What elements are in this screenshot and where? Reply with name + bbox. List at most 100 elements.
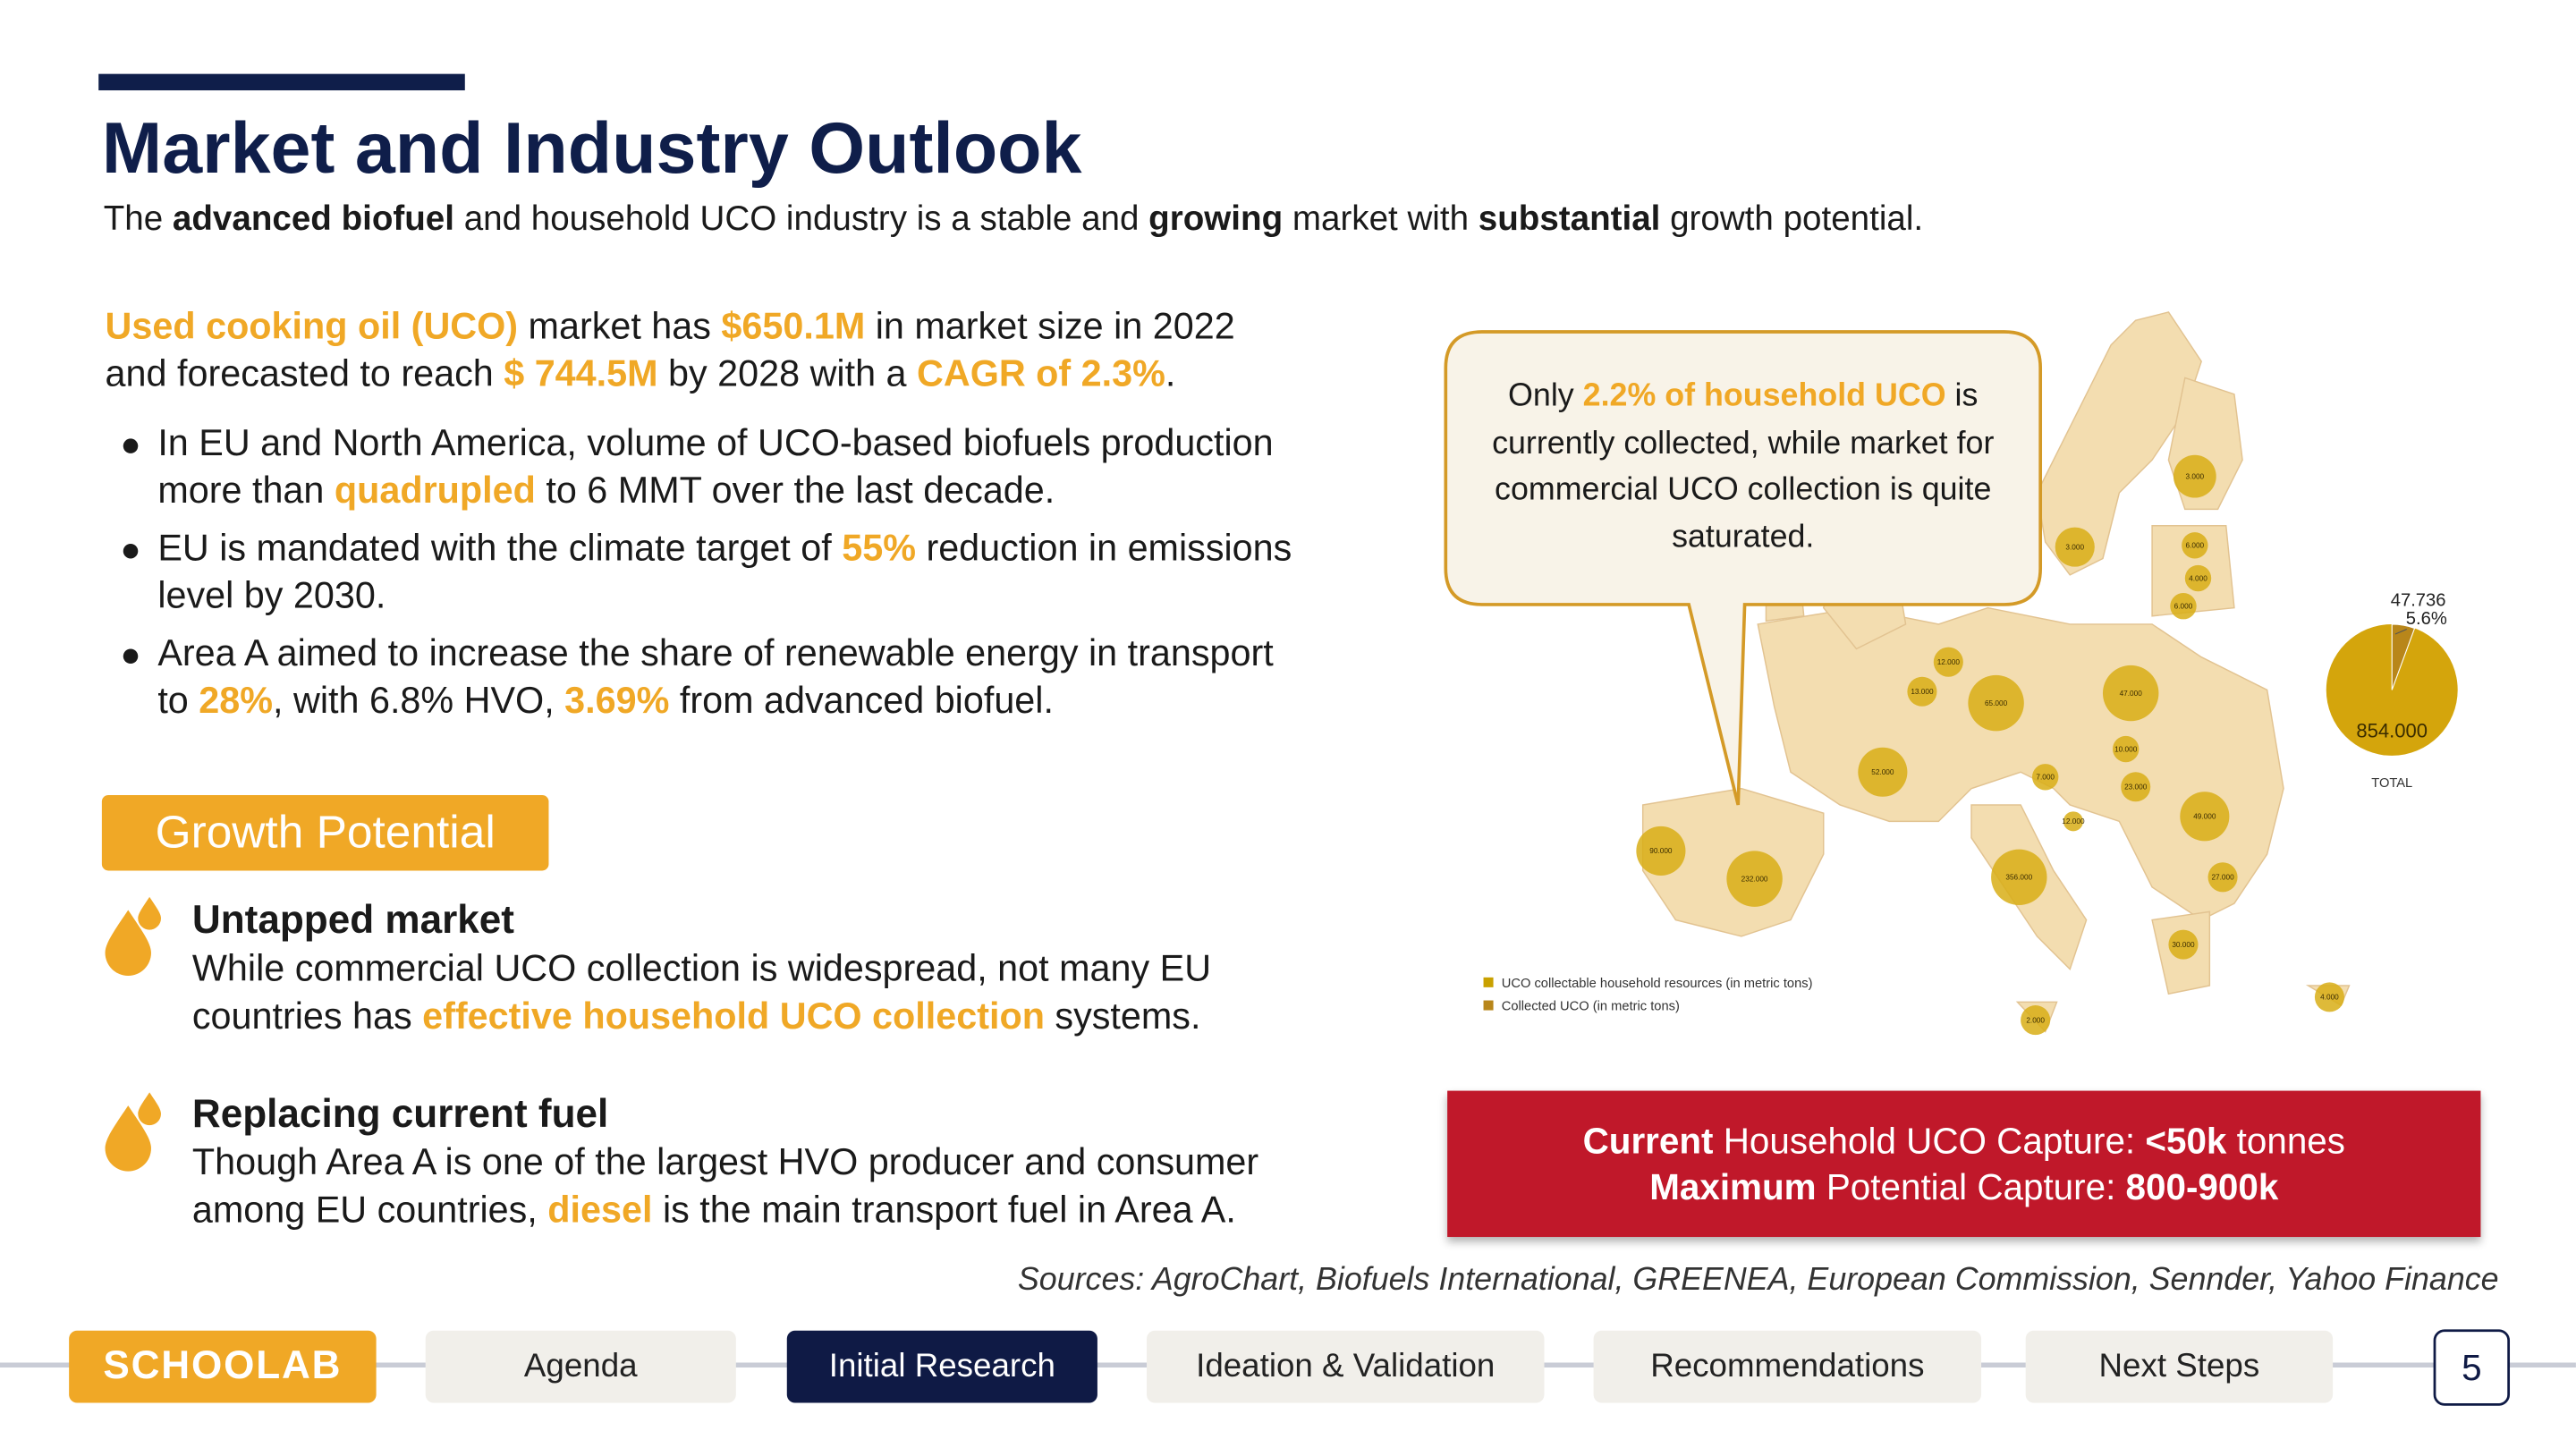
bullet-list: In EU and North America, volume of UCO-b… [118,420,1301,736]
map-bubble [2063,811,2083,832]
map-bubble [2121,772,2151,802]
growth-item: Untapped market While commercial UCO coll… [192,897,1309,1040]
sources: Sources: AgroChart, Biofuels Internation… [1017,1261,2499,1298]
map-bubble-label: 30.000 [2172,941,2195,949]
text-run: is the main transport fuel in Area A. [652,1189,1236,1231]
text-run: Though Area A is one of the largest HVO … [191,1141,1259,1231]
map-bubble-label: 23.000 [2124,783,2148,792]
text-run: systems. [1044,995,1201,1037]
icons [105,896,161,1172]
nav-button[interactable]: Agenda [425,1330,736,1403]
text-run: substantial [1478,200,1661,239]
text-run: While commercial UCO collection is wides… [191,947,1212,1037]
text-run: is currently collected, while market for… [1492,377,1995,555]
legend-label: UCO collectable household resources (in … [1502,977,1813,991]
text-run: and household UCO industry is a stable a… [453,200,1149,239]
map-bubble [1907,676,1937,707]
intro: Used cooking oil (UCO) market has $650.1… [106,302,1288,398]
map-bubble [2102,665,2159,722]
text-run: quadrupled [334,469,536,511]
map-bubble [1991,849,2047,906]
text-run: In EU and North America, volume of UCO-b… [157,422,1274,511]
map-bubble-label: 47.000 [2120,690,2143,698]
map-bubble [2207,862,2238,893]
collected-wedge [2391,623,2416,690]
text-run: market has [518,305,722,347]
map-bubble-label: 6.000 [2174,602,2193,610]
map-bubble-label: 3.000 [2186,472,2205,480]
page-box [2433,1329,2511,1406]
map-bubble-label: 4.000 [2320,994,2339,1002]
map-bubble-label: 90.000 [1649,847,1673,855]
map-bubble [1636,826,1686,876]
text-run: tonnes [2226,1119,2345,1161]
map-bubble-label: 232.000 [1741,875,1768,883]
growth-text: Though Area A is one of the largest HVO … [192,1139,1309,1234]
map-bubble [1933,647,1963,677]
map-bubble-label: 7.000 [2036,774,2055,782]
map-bubble-label: 52.000 [1871,768,1894,776]
text-run: Current [1582,1119,1714,1161]
text-run: reduction in emissions level by 2030. [157,527,1292,615]
growth-item: Replacing current fuel Though Area A is o… [192,1091,1309,1234]
legend-swatch [1483,1000,1494,1011]
text-run: . [1165,352,1176,394]
nav-button[interactable]: Ideation & Validation [1147,1330,1545,1403]
text-run: from advanced biofuel. [669,679,1054,721]
map-bubble-label: 10.000 [2114,745,2138,753]
text-run: EU is mandated with the climate target o… [157,527,843,569]
text-run: CAGR of 2.3% [917,352,1165,394]
callout-text: Only 2.2% of household UCO is currently … [1470,373,2016,560]
growth-text: While commercial UCO collection is wides… [192,944,1309,1040]
growth-label: Growth Potential [101,794,549,871]
growth-heading: Untapped market [191,898,514,944]
map-bubble [2184,564,2212,592]
text-run: Area A aimed to increase the share of re… [157,632,1274,721]
map-bubble [2112,735,2140,763]
bullet: EU is mandated with the climate target o… [118,526,1301,620]
map-bubble-label: 6.000 [2186,542,2205,550]
capture-box: Current Household UCO Capture: <50k tonn… [1447,1090,2481,1238]
map-bubble [2031,764,2059,791]
nav-button[interactable]: Initial Research [786,1330,1097,1403]
text-run: 2.2% of household UCO [1582,377,1946,414]
capture-line: Current Household UCO Capture: <50k tonn… [1447,1118,2480,1164]
text-run: , with 6.8% HVO, [273,679,565,721]
map-bubble [2021,1005,2051,1036]
nav-button[interactable]: Recommendations [1593,1330,1982,1403]
map-bubble-label: 49.000 [2193,813,2216,821]
text-run: effective household UCO collection [422,995,1045,1037]
drop-icon [105,1105,151,1172]
text-run: 28% [199,679,274,721]
bullet: In EU and North America, volume of UCO-b… [118,420,1301,514]
map-bubble [2180,792,2230,842]
total-value: 854.000 [2356,720,2428,742]
region [2036,311,2202,576]
map-bubble [2055,527,2095,567]
legend-swatch [1483,977,1494,987]
text-run: <50k [2145,1119,2227,1161]
map-bubble [2170,593,2197,620]
text-run: to 6 MMT over the last decade. [535,469,1055,511]
callout-bubble [1444,330,2043,806]
text-run: growing [1148,200,1284,239]
map-bubble [2182,532,2208,559]
map-bubble [2168,929,2199,960]
text-run: Maximum [1649,1165,1817,1207]
nav-button[interactable]: Next Steps [2025,1330,2334,1403]
brand-logo[interactable]: SCHOOLAB [69,1330,377,1403]
map-bubble [1726,851,1783,907]
growth-heading: Replacing current fuel [191,1092,609,1137]
map-bubble [1858,747,1908,797]
legend-label: Collected UCO (in metric tons) [1502,1000,1680,1014]
text-run: market with [1283,200,1479,239]
title-bar [98,73,465,91]
text-run: Household UCO Capture: [1713,1119,2146,1161]
capture-line: Maximum Potential Capture: 800-900k [1447,1164,2480,1209]
map-bubble-label: 3.000 [2065,543,2084,551]
text-run: advanced biofuel [172,200,454,239]
text-run: Only [1508,377,1583,414]
share-label: 5.6% [2406,609,2447,629]
